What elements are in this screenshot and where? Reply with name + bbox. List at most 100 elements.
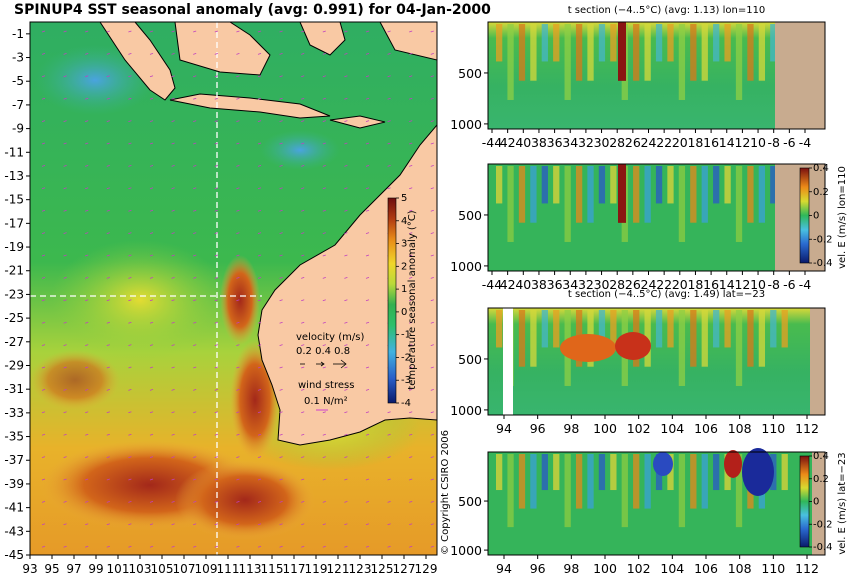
wind-vector — [365, 53, 370, 55]
wind-vector — [409, 456, 413, 458]
wind-vector — [301, 142, 305, 145]
wind-vector — [171, 344, 175, 346]
wind-vector — [430, 142, 434, 145]
section-anomaly-band — [518, 24, 526, 81]
section-anomaly-band — [621, 454, 628, 528]
wind-vector — [171, 366, 175, 369]
wind-vector — [193, 165, 197, 167]
section-x-tick-label: 22 — [656, 277, 672, 292]
wind-vector — [430, 366, 434, 369]
section-x-tick-label: 112 — [795, 421, 819, 436]
section-anomaly-band — [735, 24, 743, 100]
wind-vector — [301, 433, 305, 436]
section-anomaly-band — [598, 24, 606, 62]
wind-vector — [193, 120, 197, 122]
wind-vector — [279, 165, 283, 167]
section-x-tick-label: 42 — [500, 277, 516, 292]
wind-vector — [279, 433, 283, 436]
section-anomaly-band — [770, 24, 777, 62]
wind-vector — [41, 456, 46, 458]
vector-legend: velocity (m/s) 0.2 0.4 0.8 wind stress 0… — [296, 332, 364, 411]
section-hot-core — [724, 450, 742, 478]
section-anomaly-band — [610, 24, 617, 62]
section-hot-core — [560, 334, 616, 362]
velocity-colorbar-tick-label: -0.4 — [813, 542, 833, 553]
temperature-colorbar-tick-label: -4 — [401, 398, 411, 409]
wind-vector — [128, 299, 132, 302]
map-x-tick-label: 107 — [173, 562, 196, 576]
map-y-tick-label: -9 — [12, 122, 24, 136]
section-anomaly-band — [690, 310, 697, 367]
section-x-tick-label: -8 — [767, 135, 780, 150]
section-title: t section (−4..5°C) (avg: 1.49) lat=−23 — [568, 289, 765, 300]
wind-vector — [236, 120, 240, 122]
wind-vector — [171, 142, 175, 145]
wind-vector — [344, 523, 348, 526]
wind-vector — [430, 501, 434, 503]
section-anomaly-band — [690, 24, 697, 81]
wind-vector — [365, 344, 370, 346]
wind-vector — [193, 411, 197, 414]
section-y-tick-label: 500 — [458, 66, 482, 81]
wind-vector — [128, 523, 132, 526]
wind-vector — [106, 321, 110, 324]
wind-vector — [430, 389, 434, 391]
wind-vector — [63, 277, 67, 279]
timor-landmass — [329, 115, 386, 129]
wind-vector — [344, 456, 348, 458]
section-y-tick-label: 1000 — [450, 259, 482, 274]
wind-vector — [279, 30, 283, 33]
wind-vector — [128, 53, 132, 55]
wind-vector — [171, 299, 175, 302]
wind-vector — [322, 254, 326, 257]
wind-vector — [365, 456, 370, 458]
wind-vector — [387, 53, 391, 55]
wind-vector — [193, 389, 197, 391]
wind-vector — [301, 299, 305, 302]
map-x-tick-label: 101 — [107, 562, 130, 576]
section-anomaly-band — [747, 166, 754, 223]
section-anomaly-band — [507, 166, 514, 242]
wind-vector — [279, 321, 283, 324]
wind-vector — [128, 389, 132, 391]
wind-vector — [171, 187, 175, 190]
wind-vector — [63, 523, 67, 526]
section-anomaly-band — [541, 310, 548, 348]
section-anomaly-band — [701, 24, 708, 81]
map-y-tick-label: -37 — [4, 453, 24, 467]
wind-vector — [257, 165, 262, 167]
section-frame — [487, 307, 826, 416]
wind-vector — [257, 321, 262, 324]
wind-vector — [149, 142, 154, 145]
section-anomaly-band — [758, 166, 766, 223]
wind-vector — [171, 501, 175, 503]
wind-vector — [85, 120, 89, 122]
wind-vector — [322, 501, 326, 503]
wind-vector — [409, 232, 413, 234]
map-y-tick-label: -11 — [4, 145, 24, 159]
wind-vector — [322, 321, 326, 324]
velocity-colorbar-tick-label: 0.4 — [813, 163, 829, 174]
temperature-colorbar-tick-label: -1 — [401, 330, 411, 341]
wind-vector — [257, 478, 262, 481]
wind-vector — [322, 389, 326, 391]
velocity-colorbar-tick-label: 0.4 — [813, 451, 829, 462]
velocity-legend-values: 0.2 0.4 0.8 — [296, 346, 350, 357]
wind-vector — [63, 187, 67, 190]
wind-vector — [63, 501, 67, 503]
section-frame — [487, 451, 826, 556]
wind-vector — [85, 165, 89, 167]
wind-vector — [128, 30, 132, 33]
wind-vector — [430, 433, 434, 436]
wind-vector — [63, 30, 67, 33]
wind-vector — [41, 187, 46, 190]
wind-vector — [193, 299, 197, 302]
wind-legend-label: wind stress — [298, 380, 354, 391]
wind-vector — [430, 299, 434, 302]
section-anomaly-band — [507, 24, 514, 100]
wind-vector — [322, 120, 326, 122]
section-x-tick-label: -44 — [482, 277, 502, 292]
section-land — [503, 308, 513, 415]
map-x-tick-label: 123 — [349, 562, 372, 576]
